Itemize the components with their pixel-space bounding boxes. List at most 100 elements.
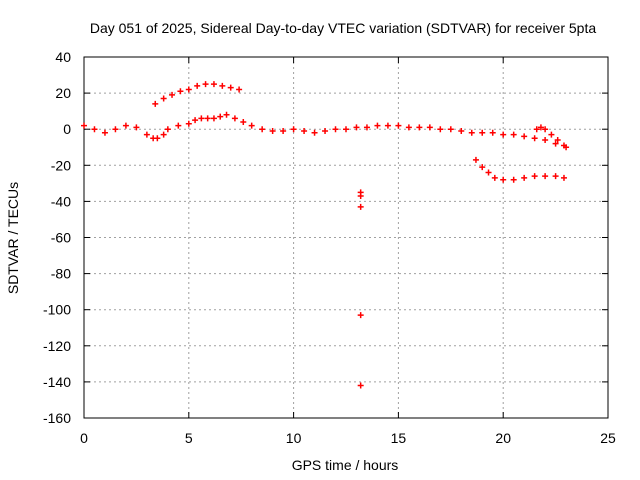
data-point: [248, 122, 255, 129]
data-point: [560, 142, 567, 149]
y-axis-title: SDTVAR / TECUs: [5, 182, 21, 294]
data-point: [175, 122, 182, 129]
data-point: [485, 169, 492, 176]
data-point: [91, 126, 98, 133]
data-point: [357, 312, 364, 319]
y-tick-label: -40: [51, 193, 71, 209]
y-tick-label: -120: [43, 338, 71, 354]
data-point: [160, 131, 167, 138]
data-point: [542, 137, 549, 144]
data-point: [357, 382, 364, 389]
axes-layer: 40 20 0 -20 -40 -60 -80 -100 -120 -140 -160 0 5 10 15 2…: [43, 49, 616, 446]
data-point: [332, 126, 339, 133]
x-tick-label: 20: [495, 430, 511, 446]
data-point: [405, 124, 412, 131]
data-point: [177, 88, 184, 95]
series-upper-arc: [152, 81, 243, 107]
y-tick-label: -80: [51, 266, 71, 282]
y-tick-label: -60: [51, 230, 71, 246]
data-point: [548, 131, 555, 138]
data-point: [223, 111, 230, 118]
series-late-drop: [472, 156, 567, 183]
series-main: [81, 111, 570, 151]
x-tick-label: 15: [391, 430, 407, 446]
data-point: [374, 122, 381, 129]
data-point: [236, 86, 243, 93]
data-point: [164, 126, 171, 133]
data-point: [531, 173, 538, 180]
data-point: [537, 124, 544, 131]
data-point: [160, 95, 167, 102]
data-point: [357, 192, 364, 199]
points-layer: [81, 81, 570, 389]
data-point: [169, 91, 176, 98]
data-point: [192, 117, 199, 124]
data-point: [395, 122, 402, 129]
data-point: [112, 126, 119, 133]
data-point: [552, 140, 559, 147]
data-point: [152, 100, 159, 107]
data-point: [210, 81, 217, 88]
data-point: [202, 81, 209, 88]
data-point: [500, 131, 507, 138]
x-tick-label: 5: [185, 430, 193, 446]
y-tick-label: 20: [55, 85, 71, 101]
data-point: [458, 128, 465, 135]
data-point: [204, 115, 211, 122]
data-point: [510, 176, 517, 183]
data-point: [426, 124, 433, 131]
y-tick-label: -100: [43, 302, 71, 318]
chart-title: Day 051 of 2025, Sidereal Day-to-day VTE…: [90, 20, 597, 36]
data-point: [185, 86, 192, 93]
data-point: [280, 128, 287, 135]
series-isolated: [357, 189, 364, 389]
data-point: [353, 124, 360, 131]
x-axis-title: GPS time / hours: [292, 457, 399, 473]
y-tick-label: -140: [43, 374, 71, 390]
data-point: [81, 122, 87, 129]
data-point: [521, 174, 528, 181]
data-point: [198, 115, 205, 122]
data-point: [479, 164, 486, 171]
data-point: [510, 131, 517, 138]
plot-frame: [83, 56, 609, 419]
data-point: [343, 126, 349, 133]
data-point: [479, 129, 486, 136]
data-point: [531, 135, 538, 142]
data-point: [500, 176, 507, 183]
x-tick-label: 10: [286, 430, 302, 446]
data-point: [416, 124, 423, 131]
data-point: [240, 118, 247, 125]
data-point: [217, 113, 224, 120]
data-point: [301, 128, 308, 135]
grid-layer: [84, 57, 608, 418]
data-point: [269, 128, 276, 135]
data-point: [194, 82, 201, 89]
data-point: [133, 124, 140, 131]
data-point: [542, 126, 549, 133]
data-point: [489, 129, 496, 136]
data-point: [357, 203, 364, 210]
data-point: [143, 131, 150, 138]
data-point: [554, 137, 561, 144]
data-point: [259, 126, 266, 133]
x-tick-label: 0: [80, 430, 88, 446]
data-point: [185, 120, 192, 127]
data-point: [491, 174, 498, 181]
data-point: [322, 128, 329, 135]
data-point: [468, 129, 475, 136]
data-point: [447, 126, 454, 133]
data-point: [231, 115, 238, 122]
data-point: [533, 126, 540, 133]
data-point: [521, 133, 528, 140]
data-point: [552, 173, 559, 180]
x-tick-label: 25: [600, 430, 616, 446]
y-tick-label: 40: [55, 49, 71, 65]
data-point: [101, 129, 108, 136]
data-point: [311, 129, 318, 136]
data-point: [210, 115, 217, 122]
data-point: [363, 124, 370, 131]
data-point: [219, 82, 226, 89]
data-point: [227, 84, 234, 91]
